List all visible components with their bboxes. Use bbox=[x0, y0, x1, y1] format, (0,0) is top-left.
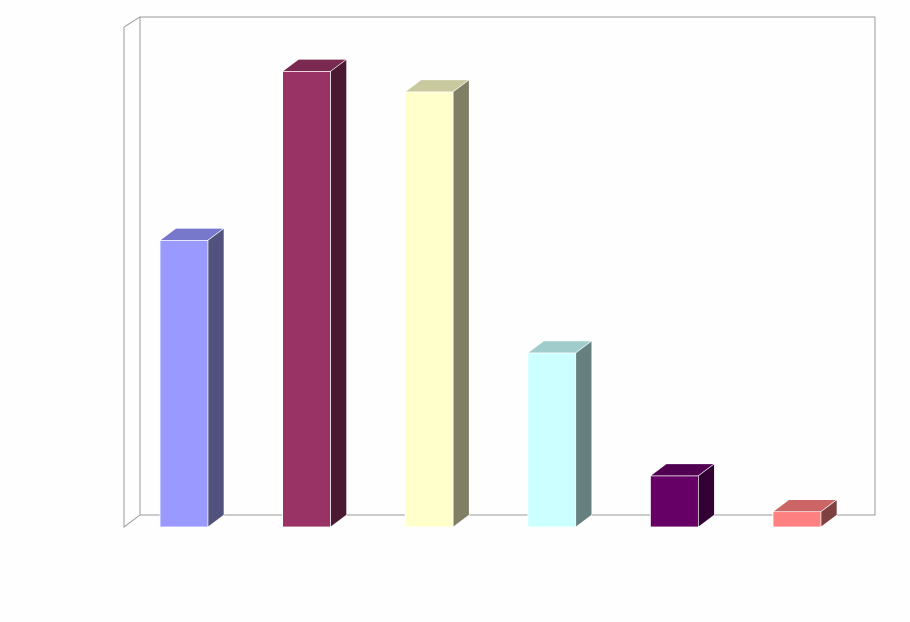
bar-front-face bbox=[282, 70, 332, 528]
bar-side-face bbox=[820, 499, 838, 528]
bar bbox=[404, 79, 471, 528]
bar-series bbox=[159, 58, 838, 528]
bar bbox=[159, 227, 225, 528]
bar-side-face bbox=[452, 79, 470, 528]
bar-front-face bbox=[650, 475, 699, 528]
bar bbox=[649, 463, 716, 528]
bar-front-face bbox=[404, 91, 454, 528]
bar bbox=[772, 499, 838, 528]
bar-side-face bbox=[575, 340, 593, 528]
bar-side-face bbox=[330, 58, 347, 528]
bar-front-face bbox=[772, 511, 822, 528]
bar-front-face bbox=[159, 239, 209, 528]
plot-frame bbox=[123, 16, 876, 528]
bar-side-face bbox=[698, 463, 715, 528]
side-wall bbox=[123, 16, 141, 528]
bar bbox=[281, 58, 348, 528]
bar bbox=[526, 340, 593, 528]
bar-side-face bbox=[207, 227, 225, 528]
bar-front-face bbox=[527, 352, 577, 528]
back-wall bbox=[139, 16, 876, 516]
